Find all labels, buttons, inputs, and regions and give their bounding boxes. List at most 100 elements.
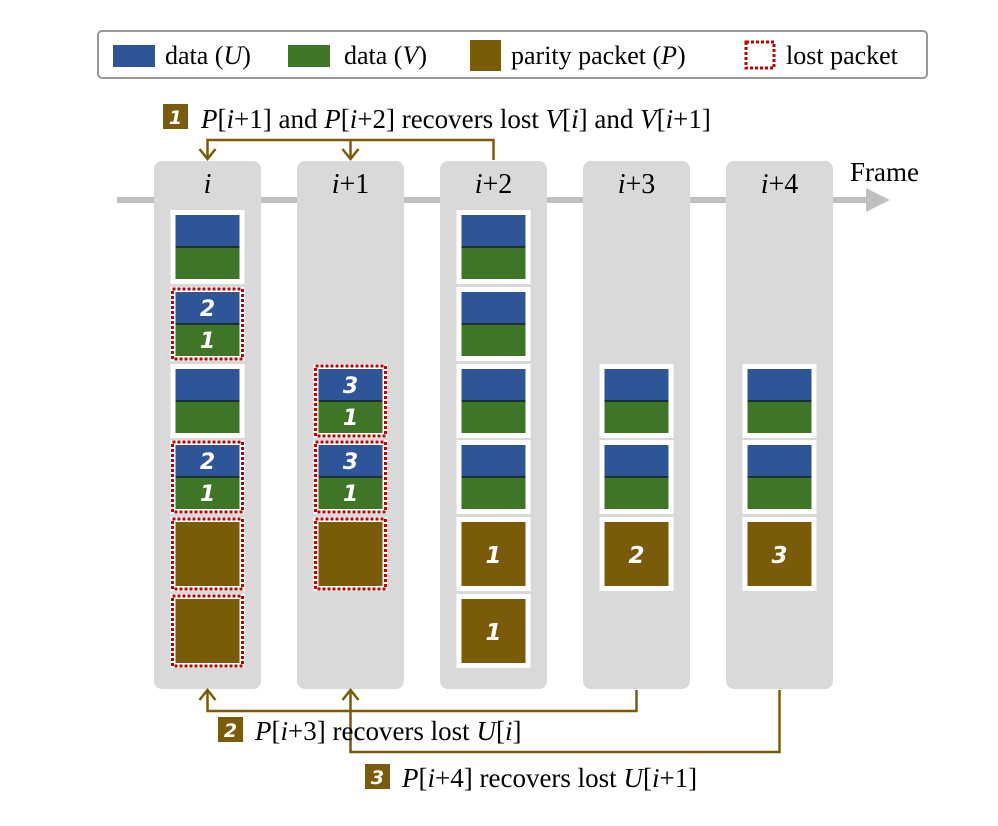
parity-block (461, 522, 526, 586)
data-v-block (175, 324, 240, 356)
lost-packet-outline (171, 517, 244, 591)
data-u-block (175, 292, 240, 324)
data-packet (456, 440, 531, 514)
parity-packet: 1 (456, 517, 531, 591)
u-recovery-mark: 2 (200, 450, 215, 475)
u-recovery-mark: 3 (343, 374, 358, 399)
lost-packet-outline (171, 594, 244, 668)
parity-index-mark: 1 (485, 620, 501, 646)
frame-axis-label: Frame (850, 157, 919, 187)
data-u-block (175, 215, 240, 247)
legend-item-parity: parity packet (P) (470, 40, 686, 71)
legend-label-lost: lost packet (786, 41, 899, 70)
data-v-block (461, 247, 526, 279)
frame-column-label: i+3 (618, 169, 656, 200)
lost-packet-outline (314, 517, 387, 591)
data-v-block (747, 401, 812, 433)
recovery-annotation-text: P[i+4] recovers lost U[i+1] (401, 763, 697, 793)
data-v-block (461, 477, 526, 509)
parity-block (318, 522, 383, 586)
recovery-annotation-3: 3 P[i+4] recovers lost U[i+1] (365, 763, 697, 793)
data-v-block (175, 247, 240, 279)
legend-item-data-u: data (U) (113, 41, 251, 70)
lost-packet-outline (171, 287, 244, 361)
data-packet-lost: 31 (313, 364, 388, 438)
data-packet (456, 210, 531, 284)
recovery-annotation-2: 2 P[i+3] recovers lost U[i] (218, 716, 521, 746)
step-badge (365, 764, 390, 789)
legend-label-data-v: data (V) (344, 41, 427, 70)
data-u-block (604, 445, 669, 477)
data-packet (599, 440, 674, 514)
data-v-block (318, 477, 383, 509)
data-v-block (604, 401, 669, 433)
recovery-arrow-2 (206, 690, 638, 713)
legend-swatch-data-v (288, 45, 330, 67)
data-v-block (461, 401, 526, 433)
data-packet (742, 364, 817, 438)
step-badge-number: 2 (224, 720, 237, 742)
data-u-block (747, 369, 812, 401)
data-u-block (461, 445, 526, 477)
data-packet (456, 364, 531, 438)
parity-index-mark: 1 (485, 543, 501, 569)
data-packet (170, 210, 245, 284)
parity-block (175, 522, 240, 586)
frame-column-3: i+3 2 (583, 161, 690, 689)
parity-block (175, 599, 240, 663)
data-u-block (461, 369, 526, 401)
v-recovery-mark: 1 (200, 329, 215, 354)
parity-packet: 2 (599, 517, 674, 591)
u-recovery-mark: 2 (200, 297, 215, 322)
frame-column-label: i (204, 169, 212, 200)
frame-column-4: i+4 3 (726, 161, 833, 689)
legend-swatch-data-u (113, 45, 155, 67)
frame-column-label: i+4 (761, 169, 799, 200)
data-u-block (461, 215, 526, 247)
arrowhead (341, 687, 360, 701)
frame-column-label: i+2 (475, 169, 513, 200)
legend-label-parity: parity packet (P) (511, 41, 686, 70)
data-u-block (318, 445, 383, 477)
data-packet-lost: 31 (313, 440, 388, 514)
recovery-annotation-text: P[i+1] and P[i+2] recovers lost V[i] and… (200, 104, 711, 134)
step-badge (218, 717, 243, 742)
legend-swatch-lost (744, 40, 776, 70)
data-v-block (747, 477, 812, 509)
v-recovery-mark: 1 (343, 482, 358, 507)
recovery-annotation-text: P[i+3] recovers lost U[i] (254, 716, 521, 746)
parity-packet-lost (170, 517, 245, 591)
data-v-block (175, 401, 240, 433)
arrowhead (198, 148, 217, 162)
recovery-annotation-1: 1 P[i+1] and P[i+2] recovers lost V[i] an… (163, 104, 711, 134)
data-packet (456, 287, 531, 361)
data-packet (742, 440, 817, 514)
step-badge-number: 1 (169, 107, 182, 129)
u-recovery-mark: 3 (343, 450, 358, 475)
parity-block (604, 522, 669, 586)
legend-swatch-parity (470, 40, 501, 71)
data-v-block (461, 324, 526, 356)
lost-packet-outline (171, 440, 244, 514)
legend-item-lost: lost packet (744, 40, 899, 70)
data-v-block (604, 477, 669, 509)
frame-axis-arrowhead (866, 188, 890, 212)
parity-packet: 3 (742, 517, 817, 591)
parity-index-mark: 3 (771, 543, 787, 569)
legend-item-data-v: data (V) (288, 41, 427, 70)
frame-column-label: i+1 (332, 169, 370, 200)
parity-packet-lost (313, 517, 388, 591)
parity-block (461, 599, 526, 663)
recovery-annotations: 1 P[i+1] and P[i+2] recovers lost V[i] an… (163, 104, 711, 793)
data-u-block (318, 369, 383, 401)
lost-packet-outline (314, 364, 387, 438)
data-packet (170, 364, 245, 438)
legend-label-data-u: data (U) (165, 41, 251, 70)
step-badge-number: 3 (371, 767, 384, 789)
v-recovery-mark: 1 (343, 406, 358, 431)
data-u-block (461, 292, 526, 324)
data-u-block (175, 445, 240, 477)
lost-packet-outline (314, 440, 387, 514)
